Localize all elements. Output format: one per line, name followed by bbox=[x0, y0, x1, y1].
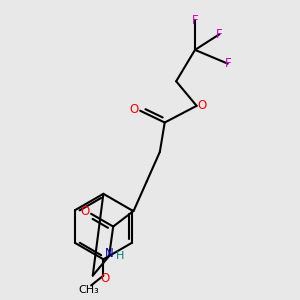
Text: F: F bbox=[216, 28, 223, 41]
Text: N: N bbox=[105, 247, 113, 260]
Text: O: O bbox=[197, 99, 206, 112]
Text: O: O bbox=[129, 103, 139, 116]
Text: O: O bbox=[80, 205, 90, 218]
Text: F: F bbox=[224, 57, 231, 70]
Text: O: O bbox=[100, 272, 109, 285]
Text: F: F bbox=[192, 14, 198, 27]
Text: CH₃: CH₃ bbox=[78, 285, 99, 296]
Text: H: H bbox=[116, 251, 124, 261]
